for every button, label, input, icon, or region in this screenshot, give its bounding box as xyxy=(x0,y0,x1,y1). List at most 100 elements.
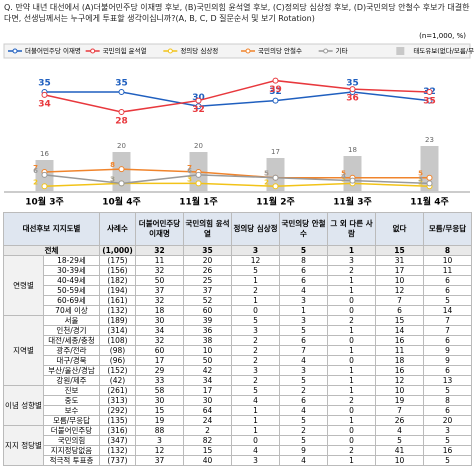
line xyxy=(44,168,430,179)
sample-size: (261) xyxy=(99,385,136,396)
cell: 5 xyxy=(279,415,328,426)
cell: 1 xyxy=(327,365,376,376)
cell: 18 xyxy=(135,305,184,316)
cell: 32 xyxy=(135,245,184,256)
cell: 35 xyxy=(183,245,232,256)
group-label: 연령별 xyxy=(3,255,44,316)
row-label: 국민의힘 xyxy=(43,435,100,446)
table-row: 30-39세 (156) 32 26 5 6 2 17 11 xyxy=(4,265,472,276)
cell: 11 xyxy=(135,255,184,266)
column-header: 사례수 xyxy=(99,212,136,246)
cell: 40 xyxy=(183,455,232,466)
point-label: 7 xyxy=(187,164,192,172)
cell: 0 xyxy=(327,335,376,346)
cell: 32 xyxy=(135,265,184,276)
cell: 6 xyxy=(423,405,472,416)
cell: 0 xyxy=(327,305,376,316)
question: Q. 만약 내년 대선에서 (A)더불어민주당 이재명 후보, (B)국민의힘 … xyxy=(4,3,470,23)
marker xyxy=(118,180,125,187)
column-header: 없다 xyxy=(375,212,424,246)
point-label: 6 xyxy=(33,167,38,175)
cell: 2 xyxy=(279,385,328,396)
point-label: 35 xyxy=(38,79,51,89)
row-label: 적극적 투표층 xyxy=(43,455,100,466)
row-label: 진보 xyxy=(43,385,100,396)
line xyxy=(44,174,430,185)
sample-size: (347) xyxy=(99,435,136,446)
cell: 2 xyxy=(183,425,232,436)
cell: 1 xyxy=(231,275,280,286)
point-label: 2 xyxy=(33,178,38,186)
cell: 25 xyxy=(183,275,232,286)
row-label: 지지정당없음 xyxy=(43,445,100,456)
sample-size: (152) xyxy=(99,365,136,376)
cell: 34 xyxy=(135,325,184,336)
cell: 2 xyxy=(327,445,376,456)
x-tick-label: 10월 3주 xyxy=(25,196,63,208)
cell: 0 xyxy=(327,355,376,366)
cell: 17 xyxy=(375,265,424,276)
group-label: 지지 정당별 xyxy=(3,425,44,466)
row-label: 60-69세 xyxy=(43,295,100,306)
cell: 9 xyxy=(423,345,472,356)
point-label: 2 xyxy=(418,178,423,186)
sample-size: (316) xyxy=(99,425,136,436)
cell: 26 xyxy=(375,415,424,426)
cell: 9 xyxy=(423,355,472,366)
cell: 1 xyxy=(327,345,376,356)
cell: 1 xyxy=(327,245,376,256)
table-row: 부산/울산/경남 (152) 29 42 3 3 1 16 6 xyxy=(4,365,472,376)
table-row: 적극적 투표층 (737) 37 40 3 4 1 10 5 xyxy=(4,455,472,466)
marker xyxy=(272,174,279,181)
cell: 14 xyxy=(423,305,472,316)
cell: 13 xyxy=(423,375,472,386)
cell: 30 xyxy=(135,315,184,326)
marker xyxy=(118,166,125,173)
point-label: 3 xyxy=(418,175,423,183)
cell: 37 xyxy=(135,285,184,296)
cell: 1 xyxy=(279,305,328,316)
cell: 3 xyxy=(231,245,280,256)
marker xyxy=(195,97,202,104)
sample-size: (96) xyxy=(99,355,136,366)
marker xyxy=(195,103,202,110)
cell: 30 xyxy=(183,395,232,406)
cell: 2 xyxy=(231,375,280,386)
cell: 37 xyxy=(135,455,184,466)
group-label: 지역별 xyxy=(3,315,44,386)
cell: 2 xyxy=(231,285,280,296)
point-label: 32 xyxy=(192,105,205,115)
cell: 6 xyxy=(375,305,424,316)
cell: 3 xyxy=(279,315,328,326)
cell: 7 xyxy=(279,345,328,356)
cell: 5 xyxy=(423,455,472,466)
column-header: 국민의당 안철수 xyxy=(279,212,328,246)
cell: 16 xyxy=(375,335,424,346)
cell: 3 xyxy=(231,455,280,466)
cell: 0 xyxy=(327,435,376,446)
row-label: 모름/무응답 xyxy=(43,415,100,426)
sample-size: (189) xyxy=(99,315,136,326)
x-tick-label: 10월 4주 xyxy=(102,196,140,208)
cell: 14 xyxy=(375,325,424,336)
x-tick-label: 11월 4주 xyxy=(410,196,448,208)
line xyxy=(44,182,430,188)
cell: 6 xyxy=(279,395,328,406)
cell: 30 xyxy=(135,395,184,406)
point-label: 3 xyxy=(187,175,192,183)
cell: 12 xyxy=(231,255,280,266)
row-label: 40-49세 xyxy=(43,275,100,286)
cell: 6 xyxy=(423,285,472,296)
cell: 18 xyxy=(375,355,424,366)
cell: 1 xyxy=(231,425,280,436)
cell: 4 xyxy=(279,405,328,416)
marker xyxy=(272,183,279,190)
cell: 34 xyxy=(183,375,232,386)
cell: 37 xyxy=(183,285,232,296)
marker xyxy=(426,89,433,95)
sample-size: (182) xyxy=(99,275,136,286)
column-header: 대선후보 지지도별 xyxy=(3,212,100,246)
cell: 7 xyxy=(375,405,424,416)
cell: 64 xyxy=(183,405,232,416)
